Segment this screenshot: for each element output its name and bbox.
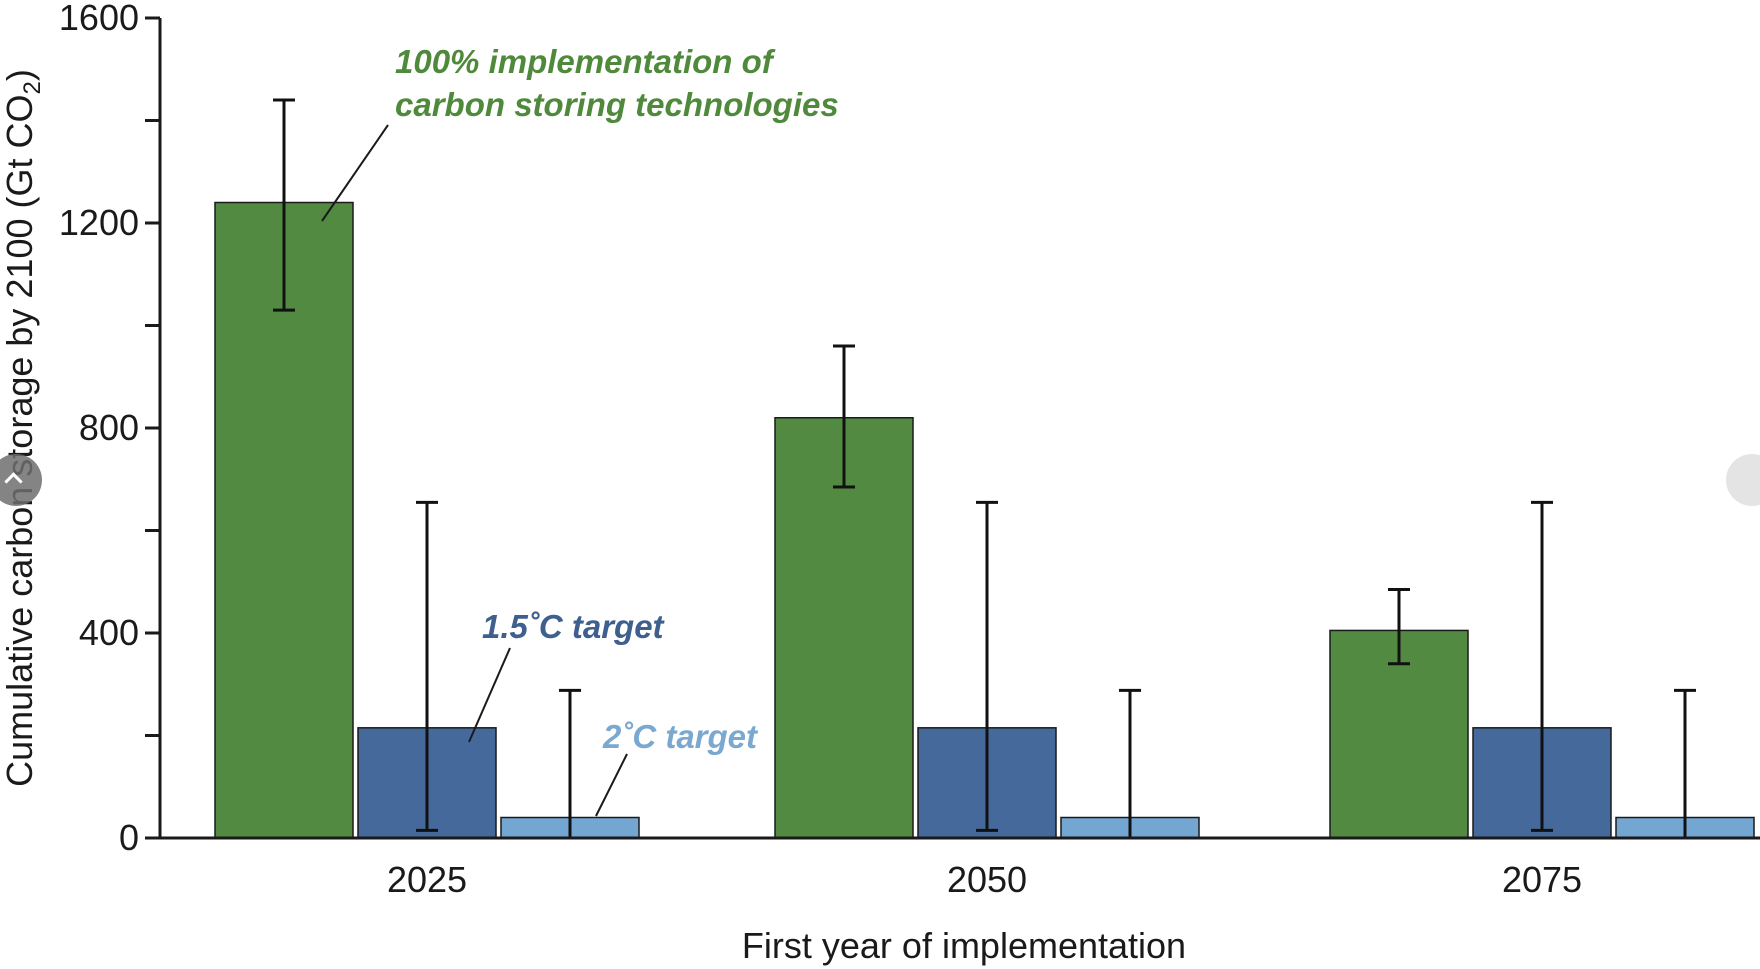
annotation-full-leader: [321, 124, 389, 222]
y-tick-label: 400: [79, 612, 139, 653]
y-axis-title: Cumulative carbon storage by 2100 (Gt CO…: [0, 69, 46, 787]
carousel-prev-button[interactable]: [0, 454, 42, 506]
x-axis-title: First year of implementation: [742, 925, 1186, 966]
y-tick-label: 1200: [59, 202, 139, 243]
x-ticks: 2025 2050 2075: [387, 859, 1582, 900]
annotation-full-line1: 100% implementation of: [395, 43, 776, 80]
bars-layer: [214, 201, 1755, 839]
y-ticks: 0 400 800 1200 1600: [59, 0, 160, 858]
axes: [158, 18, 1760, 840]
x-tick-label-2050: 2050: [947, 859, 1027, 900]
x-tick-label-2075: 2075: [1502, 859, 1582, 900]
y-tick-label: 800: [79, 407, 139, 448]
annotation-full-line2: carbon storing technologies: [395, 86, 839, 123]
annotation-target15: 1.5˚C target: [482, 608, 666, 645]
y-axis-title-subscript: 2: [19, 81, 46, 94]
error-bars-layer: [273, 98, 1696, 838]
y-tick-label: 1600: [59, 0, 139, 38]
x-tick-label-2025: 2025: [387, 859, 467, 900]
carousel-next-button[interactable]: [1726, 454, 1760, 506]
annotation-target15-leader: [468, 647, 511, 743]
annotation-target2-leader: [595, 753, 628, 817]
annotation-target2: 2˚C target: [602, 718, 759, 755]
annotations: 100% implementation of carbon storing te…: [321, 43, 839, 817]
y-tick-label: 0: [119, 817, 139, 858]
